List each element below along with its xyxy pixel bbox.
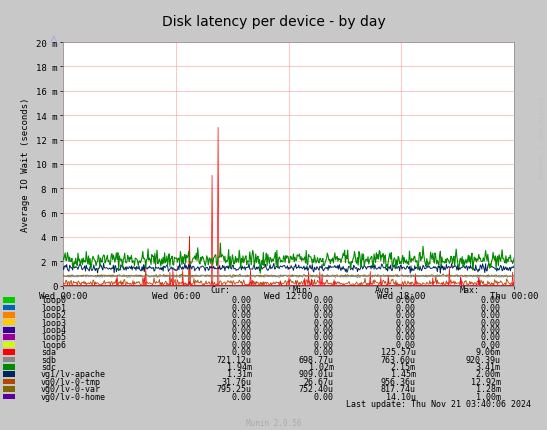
Text: 1.02m: 1.02m [309,362,334,371]
Text: 0.00: 0.00 [395,310,416,319]
Text: 0.00: 0.00 [480,303,501,312]
Text: 0.00: 0.00 [313,392,334,401]
Text: 0.00: 0.00 [313,318,334,327]
Text: 31.76u: 31.76u [222,377,252,386]
Text: 0.00: 0.00 [313,303,334,312]
Text: 956.36u: 956.36u [381,377,416,386]
Text: 0.00: 0.00 [313,347,334,356]
Text: 795.25u: 795.25u [217,384,252,393]
Text: 0.00: 0.00 [231,340,252,349]
Text: 0.00: 0.00 [395,303,416,312]
Y-axis label: Average IO Wait (seconds): Average IO Wait (seconds) [21,98,30,231]
Text: 0.00: 0.00 [395,333,416,341]
Text: 1.31m: 1.31m [226,370,252,378]
Text: 0.00: 0.00 [313,340,334,349]
Text: vg0/lv-0-var: vg0/lv-0-var [41,384,101,393]
Text: 1.45m: 1.45m [391,370,416,378]
Text: Disk latency per device - by day: Disk latency per device - by day [161,15,386,29]
Text: Min:: Min: [293,286,313,295]
Text: 920.39u: 920.39u [465,355,501,364]
Text: Last update: Thu Nov 21 03:40:06 2024: Last update: Thu Nov 21 03:40:06 2024 [346,399,531,408]
Text: 817.74u: 817.74u [381,384,416,393]
Text: sda: sda [41,347,56,356]
Text: loop5: loop5 [41,333,66,341]
Text: 763.60u: 763.60u [381,355,416,364]
Text: 0.00: 0.00 [480,340,501,349]
Text: 9.06m: 9.06m [475,347,501,356]
Text: 3.41m: 3.41m [475,362,501,371]
Text: loop3: loop3 [41,318,66,327]
Text: 125.57u: 125.57u [381,347,416,356]
Text: loop4: loop4 [41,325,66,334]
Text: vg0/lv-0-home: vg0/lv-0-home [41,392,106,401]
Text: 12.92m: 12.92m [470,377,501,386]
Text: 0.00: 0.00 [480,318,501,327]
Text: Avg:: Avg: [375,286,395,295]
Text: 0.00: 0.00 [313,296,334,304]
Text: sdb: sdb [41,355,56,364]
Text: 0.00: 0.00 [231,303,252,312]
Text: 26.67u: 26.67u [304,377,334,386]
Text: 0.00: 0.00 [231,333,252,341]
Text: 0.00: 0.00 [395,325,416,334]
Text: 0.00: 0.00 [395,318,416,327]
Text: 0.00: 0.00 [231,296,252,304]
Text: 1.94m: 1.94m [226,362,252,371]
Text: Cur:: Cur: [211,286,231,295]
Text: 0.00: 0.00 [231,325,252,334]
Text: RRDTOOL / TOBI OETIKER: RRDTOOL / TOBI OETIKER [539,96,544,179]
Text: 0.00: 0.00 [231,310,252,319]
Text: 0.00: 0.00 [231,392,252,401]
Text: 909.01u: 909.01u [299,370,334,378]
Text: 0.00: 0.00 [480,310,501,319]
Text: 0.00: 0.00 [480,296,501,304]
Text: Munin 2.0.56: Munin 2.0.56 [246,418,301,427]
Text: 1.00m: 1.00m [475,392,501,401]
Text: loop0: loop0 [41,296,66,304]
Text: loop6: loop6 [41,340,66,349]
Text: 0.00: 0.00 [313,325,334,334]
Text: 0.00: 0.00 [480,325,501,334]
Text: 0.00: 0.00 [313,310,334,319]
Text: 698.77u: 698.77u [299,355,334,364]
Text: 14.10u: 14.10u [386,392,416,401]
Text: 0.00: 0.00 [480,333,501,341]
Text: 0.00: 0.00 [395,296,416,304]
Text: 0.00: 0.00 [395,340,416,349]
Text: vg0/lv-0-tmp: vg0/lv-0-tmp [41,377,101,386]
Text: Max:: Max: [459,286,480,295]
Text: loop2: loop2 [41,310,66,319]
Text: 1.28m: 1.28m [475,384,501,393]
Text: 752.40u: 752.40u [299,384,334,393]
Text: 0.00: 0.00 [231,347,252,356]
Text: loop1: loop1 [41,303,66,312]
Text: sdc: sdc [41,362,56,371]
Text: 0.00: 0.00 [313,333,334,341]
Text: 721.12u: 721.12u [217,355,252,364]
Text: vg1/lv-apache: vg1/lv-apache [41,370,106,378]
Text: 2.00m: 2.00m [475,370,501,378]
Text: 2.15m: 2.15m [391,362,416,371]
Text: 0.00: 0.00 [231,318,252,327]
